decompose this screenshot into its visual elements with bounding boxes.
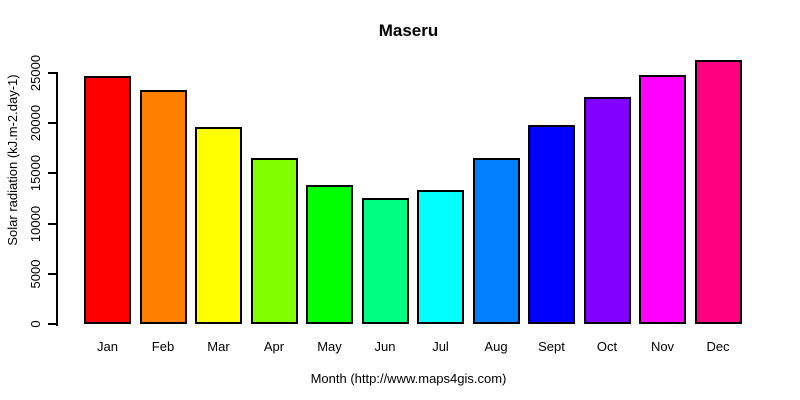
x-category-label-jul: Jul — [432, 339, 449, 354]
bar-feb — [139, 90, 187, 324]
bar-nov — [639, 75, 686, 324]
y-axis-line — [56, 72, 58, 326]
y-tick-mark-5000 — [48, 272, 56, 275]
bar-sept — [528, 125, 575, 324]
x-category-label-jan: Jan — [97, 339, 118, 354]
bar-may — [306, 185, 353, 324]
y-tick-mark-10000 — [48, 222, 56, 225]
x-category-label-sept: Sept — [538, 339, 565, 354]
y-axis-label: Solar radiation (kJ.m-2.day-1) — [5, 74, 20, 246]
bar-dec — [694, 60, 742, 324]
bar-aug — [472, 158, 520, 324]
y-tick-mark-0 — [48, 323, 56, 325]
x-category-label-mar: Mar — [207, 339, 230, 354]
bar-jul — [417, 190, 464, 324]
x-axis-label: Month (http://www.maps4gis.com) — [310, 371, 507, 386]
x-category-label-oct: Oct — [596, 339, 618, 354]
x-category-label-dec: Dec — [706, 339, 730, 354]
x-category-label-nov: Nov — [650, 339, 675, 354]
x-category-label-may: May — [317, 339, 342, 354]
bar-jun — [361, 198, 409, 324]
chart-title: Maseru — [378, 21, 439, 40]
x-category-label-jun: Jun — [374, 339, 396, 354]
y-tick-mark-25000 — [48, 72, 56, 74]
x-category-label-feb: Feb — [151, 339, 175, 354]
bar-mar — [195, 127, 242, 324]
bar-jan — [84, 76, 131, 324]
bar-apr — [250, 158, 298, 324]
y-tick-mark-20000 — [48, 122, 56, 125]
bar-oct — [583, 97, 631, 324]
y-tick-label-25000: 25000 — [28, 54, 43, 92]
x-category-label-apr: Apr — [263, 339, 285, 354]
y-tick-mark-15000 — [48, 172, 56, 175]
x-category-label-aug: Aug — [484, 339, 508, 354]
